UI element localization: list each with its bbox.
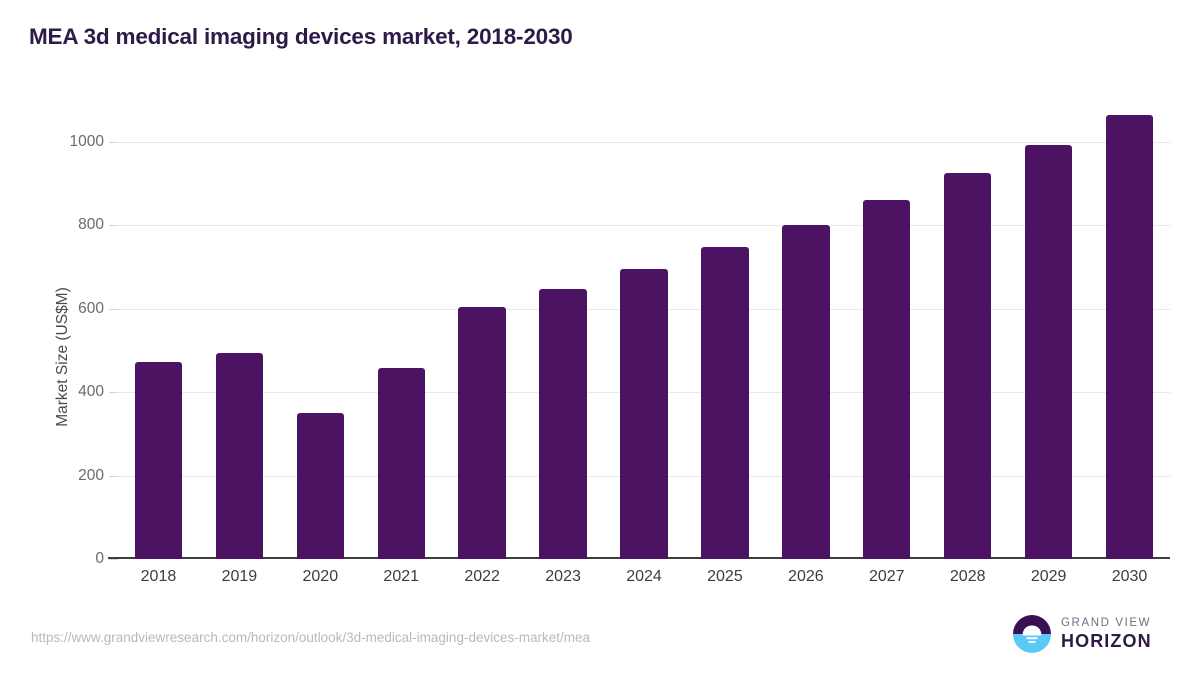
logo-wordmark: GRAND VIEW HORIZON bbox=[1061, 616, 1152, 652]
x-axis-tick-label: 2029 bbox=[1030, 568, 1067, 585]
y-axis-tick-label: 0 bbox=[95, 550, 104, 567]
bars-group bbox=[118, 100, 1170, 559]
y-tick-mark bbox=[109, 225, 118, 227]
x-axis-tick-label: 2030 bbox=[1111, 568, 1148, 585]
bar[interactable] bbox=[296, 412, 344, 559]
x-axis-tick-label: 2018 bbox=[140, 568, 177, 585]
bar[interactable] bbox=[1024, 145, 1073, 559]
bar[interactable] bbox=[1105, 114, 1154, 559]
x-axis-tick-label: 2021 bbox=[383, 568, 420, 585]
bar[interactable] bbox=[377, 368, 425, 559]
x-axis-tick-label: 2022 bbox=[464, 568, 500, 585]
gridline bbox=[118, 225, 1170, 227]
horizon-logo-icon bbox=[1013, 615, 1051, 653]
y-tick-mark bbox=[109, 141, 118, 143]
bar[interactable] bbox=[458, 306, 506, 559]
y-axis-tick-label: 1000 bbox=[69, 132, 104, 150]
source-url[interactable]: https://www.grandviewresearch.com/horizo… bbox=[31, 630, 590, 645]
x-axis-tick-label: 2028 bbox=[949, 568, 986, 585]
plot-area: 0 200 400 600 800 1000 bbox=[70, 100, 1170, 567]
y-axis-title: Market Size (US$M) bbox=[54, 287, 71, 427]
bar[interactable] bbox=[863, 200, 911, 559]
logo-line-2: HORIZON bbox=[1061, 631, 1152, 652]
y-tick-mark bbox=[109, 308, 118, 310]
bar[interactable] bbox=[944, 173, 992, 559]
x-axis-tick-label: 2020 bbox=[302, 568, 339, 585]
bar[interactable] bbox=[215, 352, 264, 559]
gridline bbox=[118, 141, 1170, 143]
y-tick-mark bbox=[109, 475, 118, 477]
bar[interactable] bbox=[134, 361, 183, 559]
y-axis-tick-label: 200 bbox=[78, 466, 104, 484]
logo-line-1: GRAND VIEW bbox=[1061, 616, 1152, 629]
x-axis-tick-label: 2027 bbox=[868, 568, 905, 585]
page-title: MEA 3d medical imaging devices market, 2… bbox=[29, 24, 573, 49]
x-axis-tick-label: 2023 bbox=[545, 568, 581, 585]
x-axis-tick-label: 2019 bbox=[221, 568, 258, 585]
bar[interactable] bbox=[701, 247, 749, 559]
y-axis-tick-label: 600 bbox=[78, 299, 104, 317]
x-axis-tick-label: 2026 bbox=[788, 568, 824, 585]
x-axis-tick-label: 2025 bbox=[707, 568, 743, 585]
y-tick-mark bbox=[109, 392, 118, 394]
bar[interactable] bbox=[782, 224, 830, 559]
bar[interactable] bbox=[620, 269, 668, 559]
y-tick-mark bbox=[109, 559, 118, 560]
brand-logo: GRAND VIEW HORIZON bbox=[1012, 614, 1152, 654]
bar[interactable] bbox=[539, 289, 587, 559]
y-axis-tick-label: 400 bbox=[78, 383, 104, 401]
y-axis-tick-label: 800 bbox=[78, 216, 104, 234]
x-axis-tick-label: 2024 bbox=[626, 568, 662, 585]
